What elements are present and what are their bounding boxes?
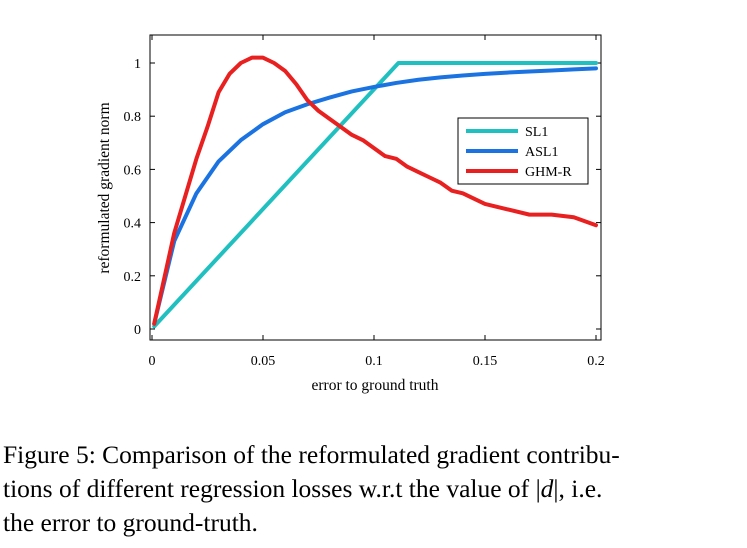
caption-math-variable: d — [540, 474, 554, 503]
legend-label: ASL1 — [525, 145, 558, 160]
y-tick-label: 0.8 — [124, 110, 142, 125]
y-tick-label: 0 — [134, 323, 141, 338]
y-tick-label: 0.6 — [124, 163, 142, 178]
axis-ticks: 0 0.05 0.1 0.15 0.2 0 0.2 0.4 0.6 0.8 1 — [124, 35, 605, 369]
series-line-ghm-r — [152, 55, 598, 326]
y-tick-label: 0.2 — [124, 270, 142, 285]
legend: SL1 ASL1 GHM-R — [457, 117, 589, 185]
x-tick-label: 0.1 — [365, 354, 383, 369]
x-tick-label: 0.2 — [587, 354, 605, 369]
caption-math-bar-close: | — [553, 474, 559, 503]
plot-area-frame — [149, 34, 602, 341]
caption-line-2: tions of different regression losses w.r… — [3, 472, 743, 506]
series-lines — [152, 55, 598, 329]
x-tick-label: 0.05 — [251, 354, 276, 369]
caption-line-2-text: tions of different regression losses w.r… — [3, 474, 536, 503]
legend-label: SL1 — [525, 125, 548, 140]
y-axis-label: reformulated gradient norm — [96, 102, 113, 273]
x-axis-label: error to ground truth — [312, 377, 439, 394]
caption-math-bar-open: | — [535, 474, 541, 503]
figure-caption: Figure 5: Comparison of the reformulated… — [3, 438, 743, 540]
series-line-sl1 — [152, 61, 598, 329]
line-chart: 0 0.05 0.1 0.15 0.2 0 0.2 0.4 0.6 0.8 1 error to g… — [96, 34, 605, 394]
y-tick-label: 1 — [134, 57, 141, 72]
caption-line-2-tail: , i.e. — [558, 474, 603, 503]
series-line-asl1 — [152, 66, 598, 326]
x-tick-label: 0.15 — [473, 354, 498, 369]
legend-label: GHM-R — [525, 165, 572, 180]
x-tick-label: 0 — [149, 354, 156, 369]
caption-line-1: Figure 5: Comparison of the reformulated… — [3, 440, 620, 469]
caption-line-3: the error to ground-truth. — [3, 508, 258, 537]
y-tick-label: 0.4 — [124, 217, 142, 232]
